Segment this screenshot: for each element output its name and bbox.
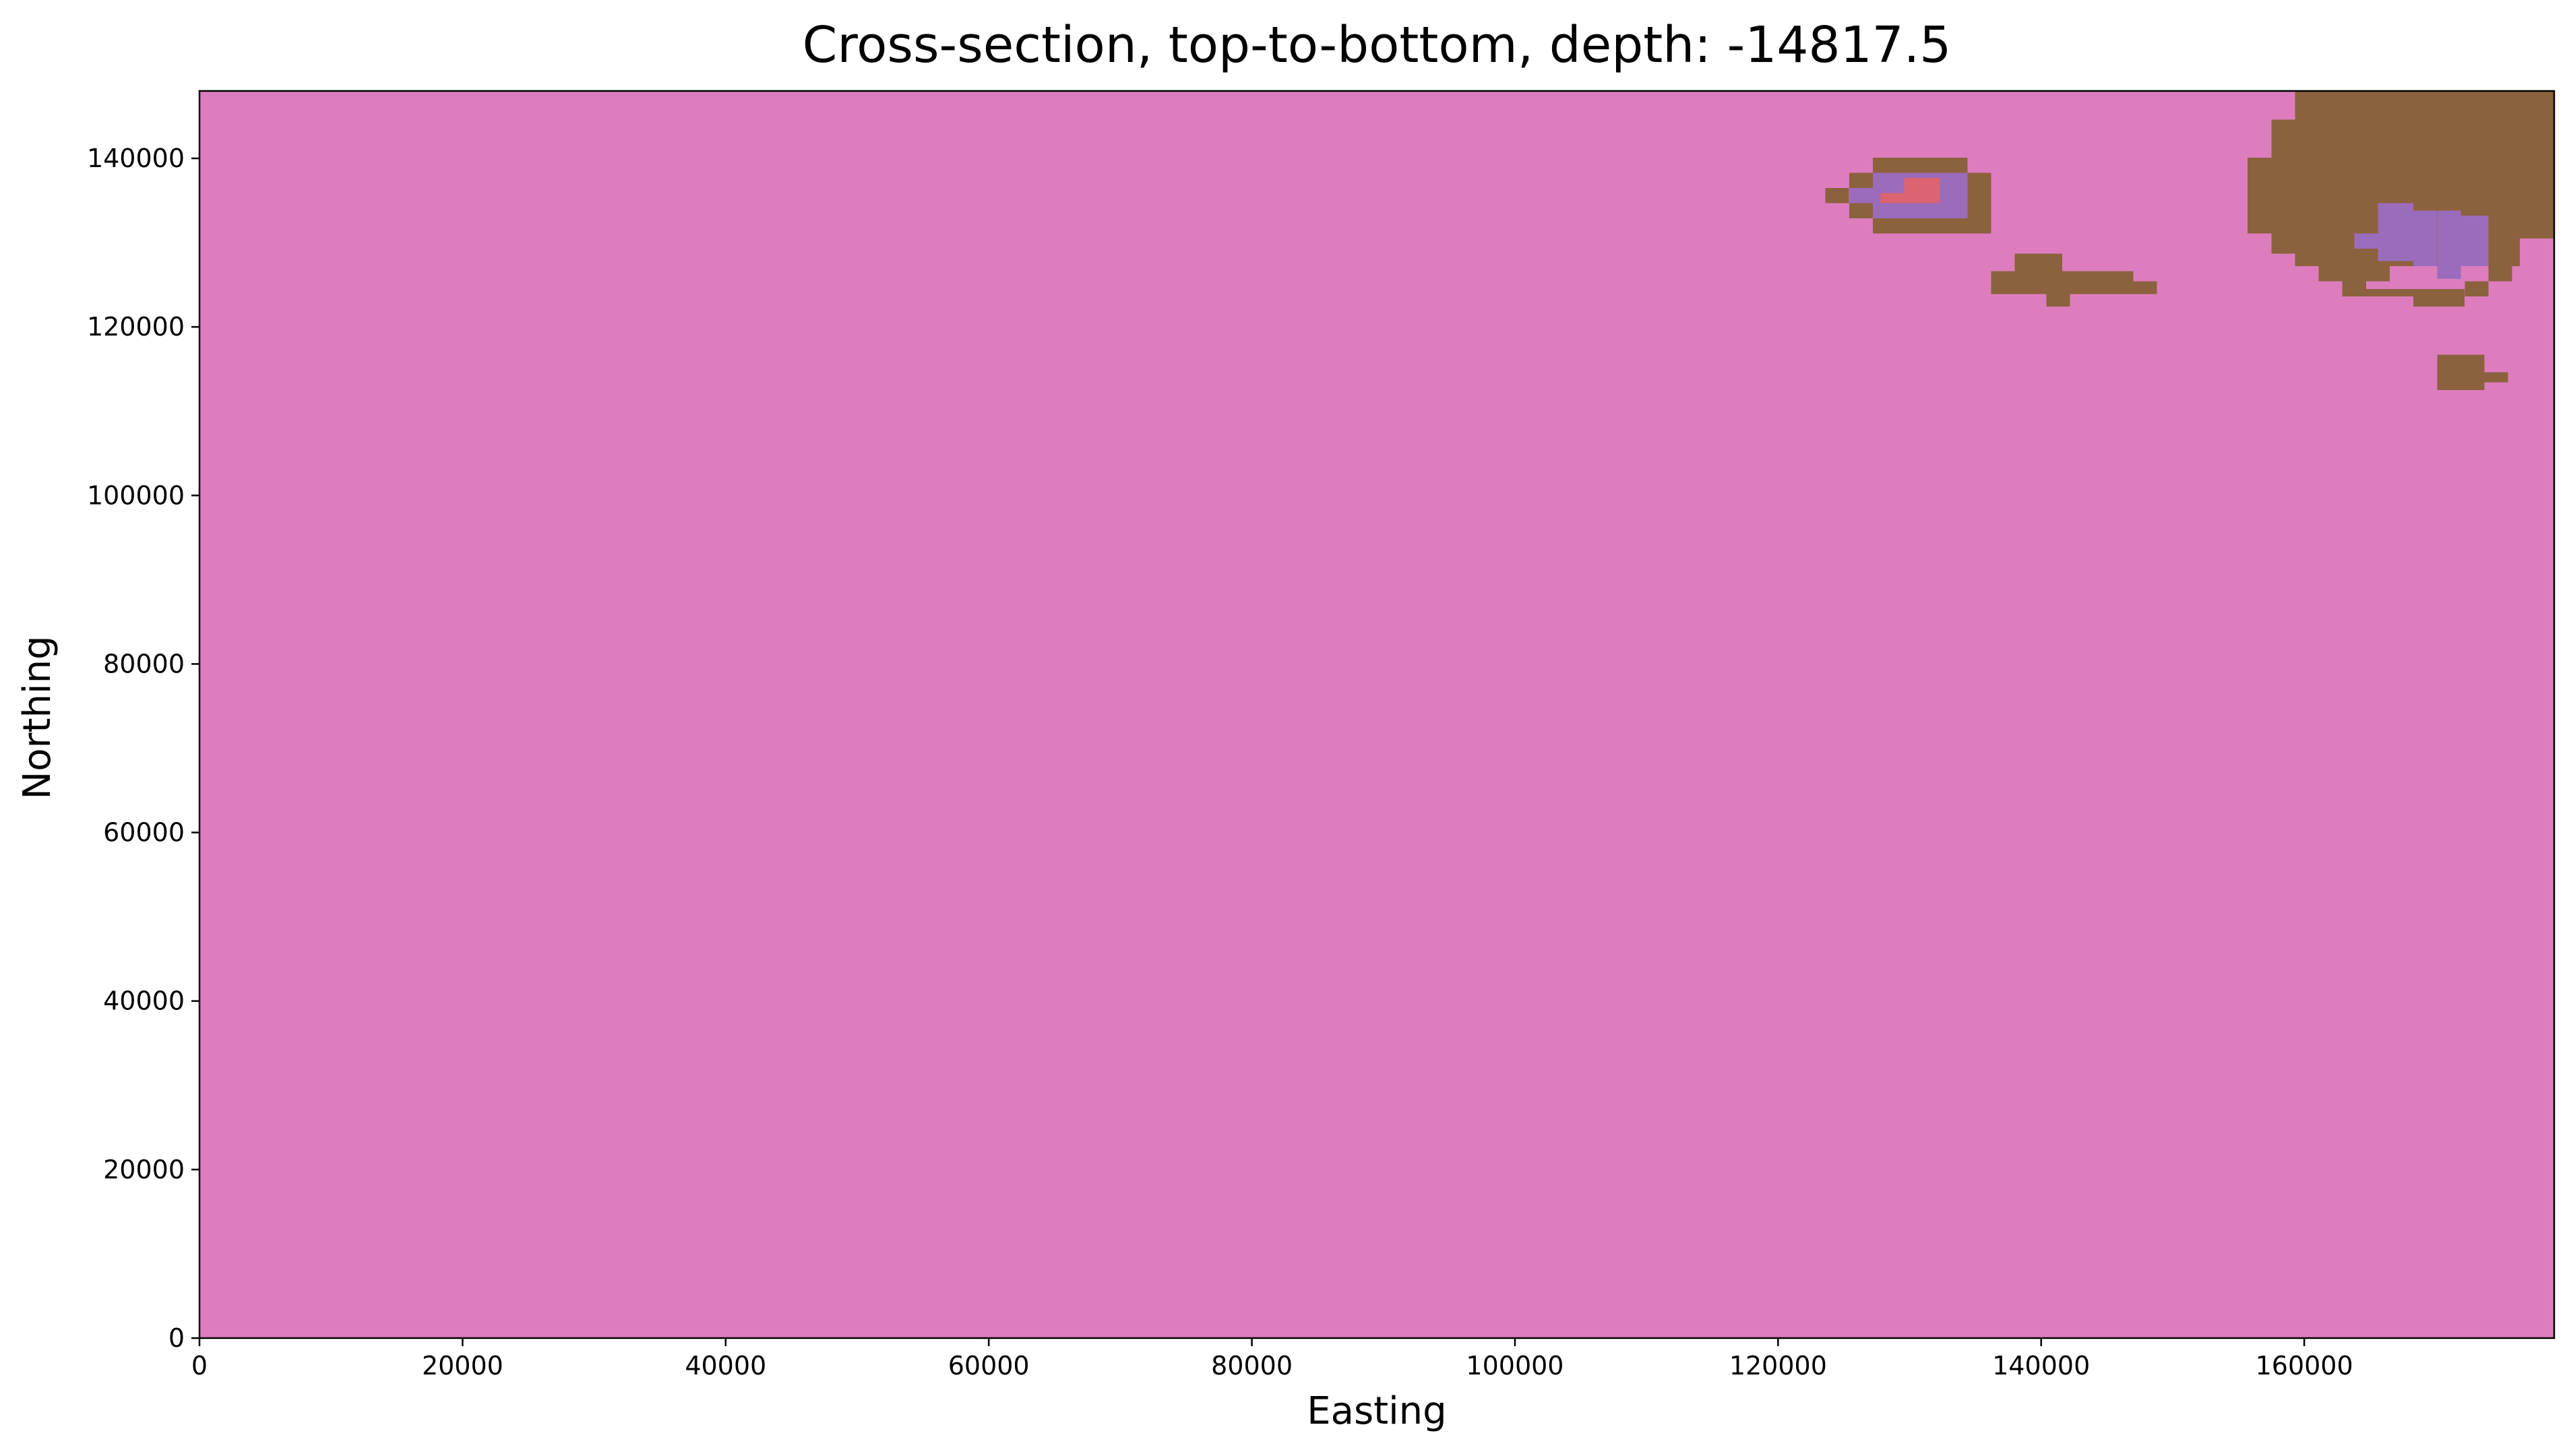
heatmap-cell-brown [2437, 354, 2485, 390]
heatmap-cell-brown [1967, 172, 1991, 234]
heatmap-cell-purple [1849, 187, 1873, 203]
heatmap-cell-brown [2413, 288, 2465, 307]
heatmap-cell-purple [2354, 233, 2378, 249]
x-tick-label: 100000 [1466, 1351, 1564, 1381]
heatmap-cell-purple [2413, 210, 2438, 267]
heatmap-cell-brown [2318, 266, 2390, 282]
heatmap-cell-brown [2365, 288, 2414, 297]
heatmap-cell-brown [2133, 281, 2157, 294]
y-tick-label: 80000 [103, 649, 185, 678]
y-ticks: 0 20000 40000 60000 80000 100000 120000 140000 [87, 144, 199, 1353]
x-tick-label: 120000 [1729, 1351, 1827, 1381]
heatmap-cell-purple [2437, 210, 2461, 279]
y-tick-label: 120000 [87, 312, 185, 342]
x-axis-label: Easting [1307, 1389, 1447, 1433]
heatmap-cell-pink [2512, 266, 2554, 282]
chart-title: Cross-section, top-to-bottom, depth: -14… [802, 16, 1952, 74]
x-tick-label: 0 [191, 1351, 208, 1381]
heatmap-cell-red [1880, 193, 1905, 203]
plot-frame [198, 90, 2556, 1339]
y-tick-label: 20000 [103, 1155, 185, 1184]
x-tick-label: 140000 [1992, 1351, 2090, 1381]
heatmap-cell-brown [2248, 157, 2272, 234]
heatmap-cell-brown [1991, 271, 2015, 294]
y-tick-label: 40000 [103, 986, 185, 1016]
x-tick-label: 80000 [1211, 1351, 1293, 1381]
heatmap-cell-brown [2046, 294, 2070, 307]
y-tick-label: 100000 [87, 480, 185, 510]
x-tick-label: 40000 [685, 1351, 766, 1381]
x-tick-label: 20000 [422, 1351, 503, 1381]
heatmap-cell-brown [2342, 281, 2366, 297]
heatmap-cell-brown [1825, 187, 1849, 203]
y-tick-label: 140000 [87, 144, 185, 173]
x-tick-label: 60000 [948, 1351, 1030, 1381]
heatmap-cell-purple [1936, 172, 1968, 218]
heatmap-cell-brown [2488, 266, 2512, 282]
cells-layer [199, 91, 2554, 1338]
heatmap-cell-purple [2378, 203, 2414, 261]
y-axis-label: Northing [16, 635, 59, 800]
y-tick-label: 60000 [103, 818, 185, 848]
heatmap-cell-purple [2460, 216, 2489, 267]
heatmap-cell-brown [2484, 372, 2508, 383]
heatmap-cell-brown [2271, 119, 2295, 254]
heatmap-cell-pink [2520, 238, 2554, 267]
y-tick-label: 0 [168, 1323, 185, 1353]
heatmap-cell-brown [2465, 281, 2489, 297]
heatmap-cell-brown [2062, 271, 2134, 294]
heatmap-cell-red [1904, 177, 1940, 203]
x-ticks: 0 20000 40000 60000 80000 100000 120000 140000 1… [191, 1338, 2353, 1381]
heatmap-cell-brown [2014, 253, 2062, 294]
x-tick-label: 160000 [2256, 1351, 2353, 1381]
background-unit [199, 91, 2554, 1338]
